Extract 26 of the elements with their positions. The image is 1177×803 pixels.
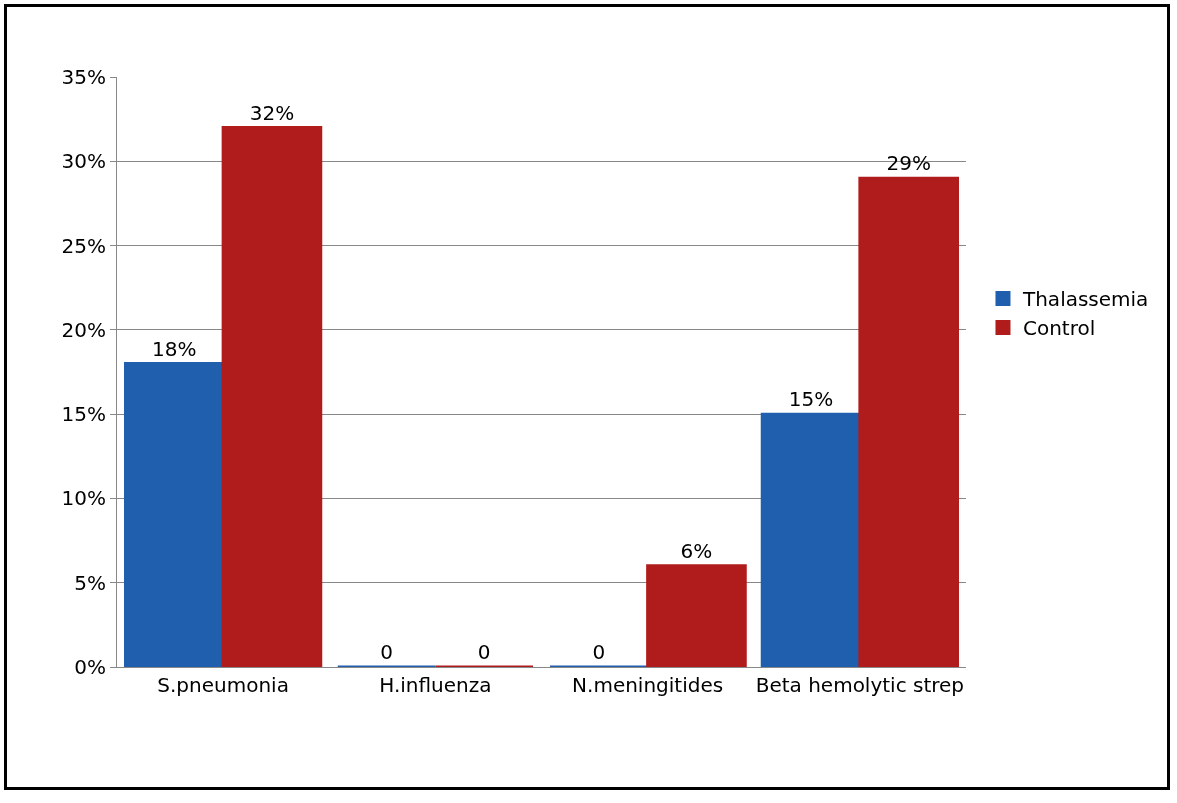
bar bbox=[221, 126, 323, 667]
bar bbox=[123, 362, 225, 667]
x-tick-label: H.influenza bbox=[379, 673, 492, 697]
legend-label: Thalassemia bbox=[1021, 287, 1149, 312]
y-tick-label: 20% bbox=[61, 317, 106, 342]
x-tick-label: N.meningitides bbox=[572, 673, 724, 697]
data-label: 0 bbox=[477, 640, 491, 664]
y-tick-label: 10% bbox=[61, 486, 106, 511]
y-tick-label: 25% bbox=[61, 233, 106, 258]
data-label: 0 bbox=[380, 640, 393, 664]
bar bbox=[646, 564, 747, 667]
legend-label: Control bbox=[1022, 316, 1096, 341]
y-tick-label: 0% bbox=[74, 655, 106, 679]
data-label: 18% bbox=[152, 336, 197, 361]
data-label: 0 bbox=[592, 640, 606, 664]
data-label: 29% bbox=[886, 151, 931, 176]
y-tick-label: 30% bbox=[61, 149, 106, 174]
data-label: 32% bbox=[249, 100, 295, 125]
y-tick-label: 15% bbox=[61, 402, 106, 427]
data-label: 15% bbox=[788, 387, 834, 412]
y-tick-label: 35% bbox=[61, 65, 106, 89]
x-tick-label: Beta hemolytic strep bbox=[755, 673, 965, 697]
bar bbox=[858, 176, 960, 667]
x-tick-label: S.pneumonia bbox=[157, 673, 289, 697]
y-tick-label: 5% bbox=[74, 570, 106, 595]
data-label: 6% bbox=[680, 538, 713, 563]
